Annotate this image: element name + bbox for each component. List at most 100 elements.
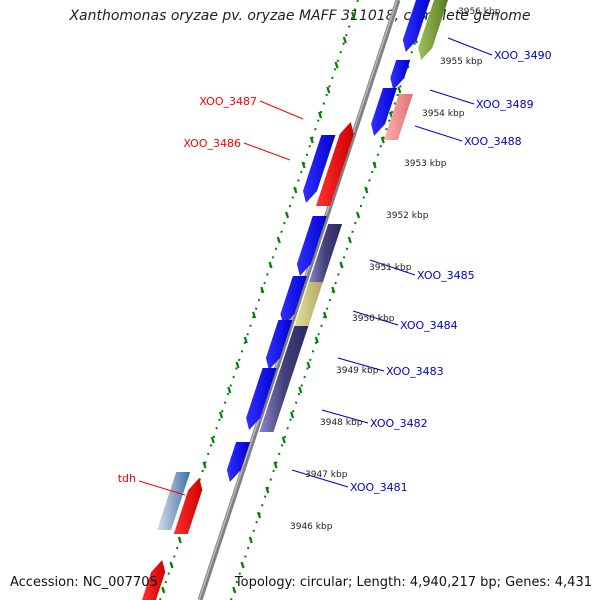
gene-xoo-3486 [303,135,336,203]
track-tick [210,436,215,444]
gene-xoo-3488-blue [371,88,397,136]
track-tick [281,436,286,444]
track-tick [219,411,224,419]
scale-label-3951: 3951 kbp [369,263,412,273]
accession-text: Accession: NC_007705 [10,575,158,590]
track-tick [252,311,257,319]
scale-label-3953: 3953 kbp [404,159,447,169]
scale-label-3950: 3950 kbp [352,314,395,324]
track-tick [268,261,273,269]
gene-xoo-3488-pink [383,94,413,140]
gene-label-xoo-3486: XOO_3486 [183,137,241,150]
gene-label-xoo-3488: XOO_3488 [464,135,522,148]
leader-xoo-3490 [447,37,493,56]
gene-label-xoo-3481: XOO_3481 [350,481,408,494]
track-tick [240,561,245,569]
scale-label-3949: 3949 kbp [336,366,379,376]
gene-xoo-3482 [246,368,277,430]
gene-xoo-3485-blue [296,216,327,276]
track-tick [257,511,262,519]
gene-label-xoo-3489: XOO_3489 [476,98,534,111]
gene-label-xoo-3484: XOO_3484 [400,319,458,332]
gene-xoo-3481 [226,442,251,482]
track-tick [314,336,319,344]
track-tick [265,486,270,494]
gene-xoo-3490-blue [402,0,430,52]
scale-labels: 3956 kbp 3955 kbp 3954 kbp 3953 kbp 3952… [290,7,501,532]
leader-xoo-3484 [352,310,399,326]
track-tick [331,286,336,294]
gene-xoo-3483 [259,326,309,432]
gene-bottom-red [142,560,166,600]
topology-text: Topology: circular; Length: 4,940,217 bp… [234,575,592,590]
scale-label-3946: 3946 kbp [290,522,333,532]
track-tick [334,61,339,69]
gene-features [142,0,448,600]
gene-label-xoo-3483: XOO_3483 [386,365,444,378]
track-tick [306,361,311,369]
scale-label-3954: 3954 kbp [422,109,465,119]
gene-xoo-3487 [316,122,354,206]
gene-xoo-3489 [390,60,411,90]
gene-xoo-3483-blue [265,320,293,370]
track-dots [159,0,359,600]
track-tick [243,336,248,344]
track-tick [232,586,237,594]
track-tick [235,361,240,369]
track-tick [276,236,281,244]
leader-xoo-3481 [291,469,349,488]
track-tick [364,186,369,194]
leader-xoo-3487 [259,100,304,120]
track-tick [326,86,331,94]
track-tick [309,136,314,144]
leader-xoo-3482 [321,409,369,424]
gene-xoo-3490-olive [418,0,448,60]
track-tick [260,286,265,294]
track-tick [342,36,347,44]
gene-label-xoo-3490: XOO_3490 [494,49,552,62]
track-tick [397,86,402,94]
track-tick [293,186,298,194]
track-tick [285,211,290,219]
gene-label-tdh: tdh [118,472,136,485]
leader-xoo-3486 [243,142,291,161]
gene-label-xoo-3487: XOO_3487 [199,95,257,108]
track-tick [169,561,174,569]
track-tick [298,386,303,394]
track-tick [339,261,344,269]
track-tick [380,136,385,144]
scale-label-3952: 3952 kbp [386,211,429,221]
track-tick [290,411,295,419]
scale-label-3956: 3956 kbp [458,7,501,17]
scale-label-3955: 3955 kbp [440,57,483,67]
track-tick [227,386,232,394]
track-tick [372,161,377,169]
leader-tdh [138,480,186,496]
gene-xoo-3484 [293,282,323,328]
leader-xoo-3488 [414,125,463,142]
track-tick [301,161,306,169]
track-tick [202,461,207,469]
gene-xoo-3485 [308,224,343,284]
track-tick [248,536,253,544]
track-tick [356,211,361,219]
gene-xoo-3484-blue [280,276,307,326]
gene-tdh-steel [157,472,191,530]
scale-label-3947: 3947 kbp [305,470,348,480]
label-leader-lines [138,37,493,496]
leader-xoo-3489 [429,89,475,105]
track-tick [273,461,278,469]
track-tick [177,536,182,544]
leader-xoo-3483 [337,357,385,372]
track-guide-right [230,0,430,600]
track-tick [347,236,352,244]
track-dots [230,0,430,600]
leader-xoo-3485 [369,259,416,276]
track-tick [318,111,323,119]
track-tick [351,11,356,19]
gene-label-xoo-3482: XOO_3482 [370,417,428,430]
gene-label-xoo-3485: XOO_3485 [417,269,475,282]
track-tick [323,311,328,319]
